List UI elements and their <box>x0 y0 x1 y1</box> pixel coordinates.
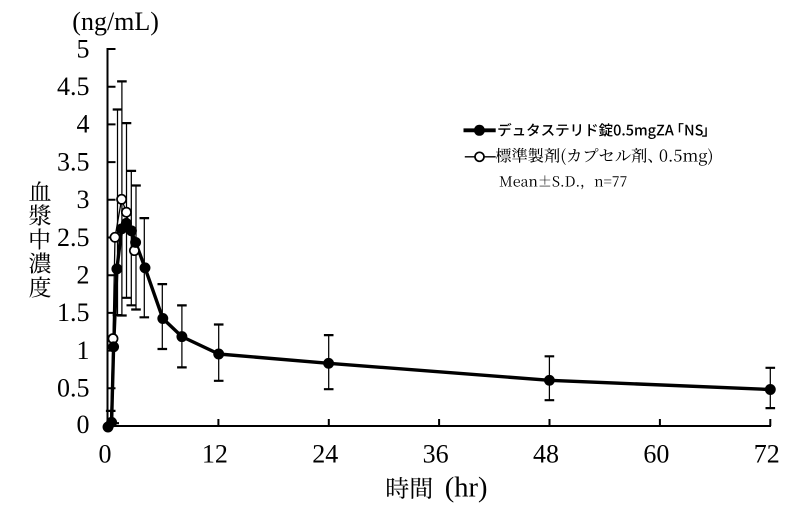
svg-text:48: 48 <box>533 440 559 469</box>
svg-text:36: 36 <box>423 440 449 469</box>
svg-text:4: 4 <box>77 110 90 139</box>
svg-text:24: 24 <box>312 440 338 469</box>
svg-text:3.5: 3.5 <box>57 147 90 176</box>
svg-text:0: 0 <box>77 410 90 439</box>
svg-text:4.5: 4.5 <box>57 72 90 101</box>
svg-text:1: 1 <box>77 336 90 365</box>
svg-text:2.5: 2.5 <box>57 223 90 252</box>
svg-text:0: 0 <box>99 440 112 469</box>
svg-text:0.5: 0.5 <box>57 374 90 403</box>
svg-text:3: 3 <box>77 185 90 214</box>
svg-text:2: 2 <box>77 261 90 290</box>
svg-text:12: 12 <box>202 440 228 469</box>
svg-text:(ng/mL): (ng/mL) <box>72 7 159 36</box>
svg-text:72: 72 <box>754 440 780 469</box>
svg-text:60: 60 <box>643 440 669 469</box>
svg-text:5: 5 <box>77 34 90 63</box>
svg-text:1.5: 1.5 <box>57 298 90 327</box>
svg-text:(hr): (hr) <box>445 473 488 504</box>
